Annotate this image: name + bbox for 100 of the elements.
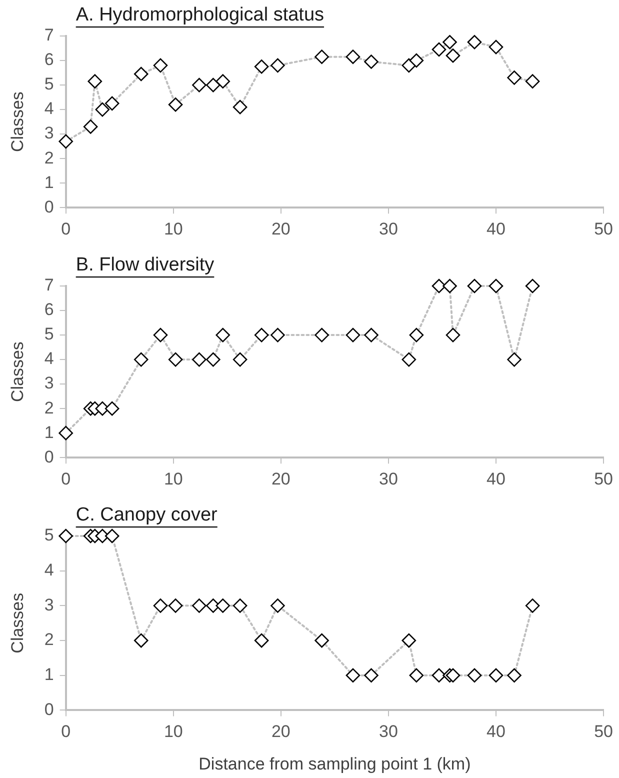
point [488, 40, 504, 54]
point [134, 352, 148, 367]
y-tick-label: 2 [44, 148, 54, 168]
point [192, 352, 206, 367]
point [446, 48, 460, 63]
point [254, 328, 269, 342]
point [104, 528, 120, 544]
x-tick-label: 10 [164, 219, 183, 238]
point [134, 633, 148, 648]
point [232, 598, 248, 613]
point [232, 352, 248, 367]
point [488, 278, 504, 294]
point [467, 668, 482, 683]
x-tick-label: 50 [594, 219, 614, 238]
point [168, 97, 183, 112]
point [254, 633, 269, 648]
point [58, 134, 74, 149]
point [446, 668, 460, 683]
point [314, 328, 329, 342]
point [409, 328, 424, 342]
y-tick-label: 5 [44, 324, 54, 344]
x-tick-label: 10 [164, 722, 183, 742]
point [364, 54, 378, 69]
point [507, 70, 522, 85]
x-tick-label: 20 [271, 219, 290, 238]
y-tick-label: 4 [44, 99, 54, 118]
point [168, 352, 183, 367]
point [409, 53, 424, 68]
point [346, 668, 360, 683]
y-tick-label: 1 [44, 665, 54, 684]
y-tick-label: 5 [44, 74, 54, 94]
y-tick-label: 7 [44, 276, 54, 295]
point [314, 633, 329, 648]
y-tick-label: 6 [44, 50, 54, 70]
point [83, 120, 98, 134]
x-tick-label: 50 [594, 722, 614, 742]
point [58, 426, 74, 440]
y-tick-label: 0 [44, 197, 54, 216]
point [216, 598, 230, 613]
point [206, 78, 220, 92]
x-tick-label: 40 [486, 219, 506, 238]
point [104, 96, 120, 111]
y-axis-title: Classes [8, 592, 27, 654]
point [58, 528, 74, 544]
point [153, 58, 168, 73]
point [467, 278, 482, 294]
point [364, 328, 378, 342]
point [95, 102, 110, 117]
point [525, 278, 540, 294]
chart-title: B. Flow diversity [76, 254, 215, 276]
x-tick-label: 0 [61, 219, 71, 238]
x-axis-title: Distance from sampling point 1 (km) [198, 754, 471, 774]
point [206, 352, 220, 367]
point [507, 668, 522, 683]
point [402, 352, 416, 367]
y-tick-label: 3 [44, 374, 54, 393]
point [467, 34, 482, 50]
point [270, 58, 285, 73]
point [232, 100, 248, 114]
x-tick-label: 20 [271, 722, 290, 742]
y-tick-label: 0 [44, 447, 54, 466]
point [216, 328, 230, 342]
x-tick-label: 30 [379, 219, 398, 238]
y-tick-label: 4 [44, 560, 54, 580]
point [314, 50, 329, 64]
x-tick-label: 30 [379, 722, 398, 742]
point [507, 352, 522, 367]
x-tick-label: 30 [379, 469, 398, 488]
x-tick-label: 40 [486, 722, 506, 742]
point [216, 74, 230, 88]
y-axis-title: Classes [8, 342, 27, 402]
y-tick-label: 3 [44, 595, 54, 614]
y-tick-label: 1 [44, 172, 54, 192]
point [88, 74, 102, 88]
point [270, 328, 285, 342]
point [254, 59, 269, 74]
y-tick-label: 0 [44, 700, 54, 719]
point [346, 328, 360, 342]
x-tick-label: 0 [61, 722, 71, 742]
point [432, 42, 446, 57]
y-tick-label: 4 [44, 349, 54, 368]
point [192, 598, 206, 613]
point [442, 278, 457, 294]
y-tick-label: 2 [44, 630, 54, 650]
point [346, 50, 360, 64]
point [104, 401, 120, 416]
point [442, 34, 457, 50]
y-tick-label: 5 [44, 526, 54, 545]
point [270, 598, 285, 613]
x-tick-label: 20 [271, 469, 290, 488]
x-tick-label: 0 [61, 469, 71, 488]
point [168, 598, 183, 613]
chart-title: A. Hydromorphological status [76, 4, 324, 26]
x-tick-label: 10 [164, 469, 183, 488]
point [446, 328, 460, 342]
y-tick-label: 2 [44, 398, 54, 418]
point [525, 598, 540, 613]
y-tick-label: 3 [44, 124, 54, 143]
x-tick-label: 40 [486, 469, 506, 488]
point [192, 78, 206, 92]
